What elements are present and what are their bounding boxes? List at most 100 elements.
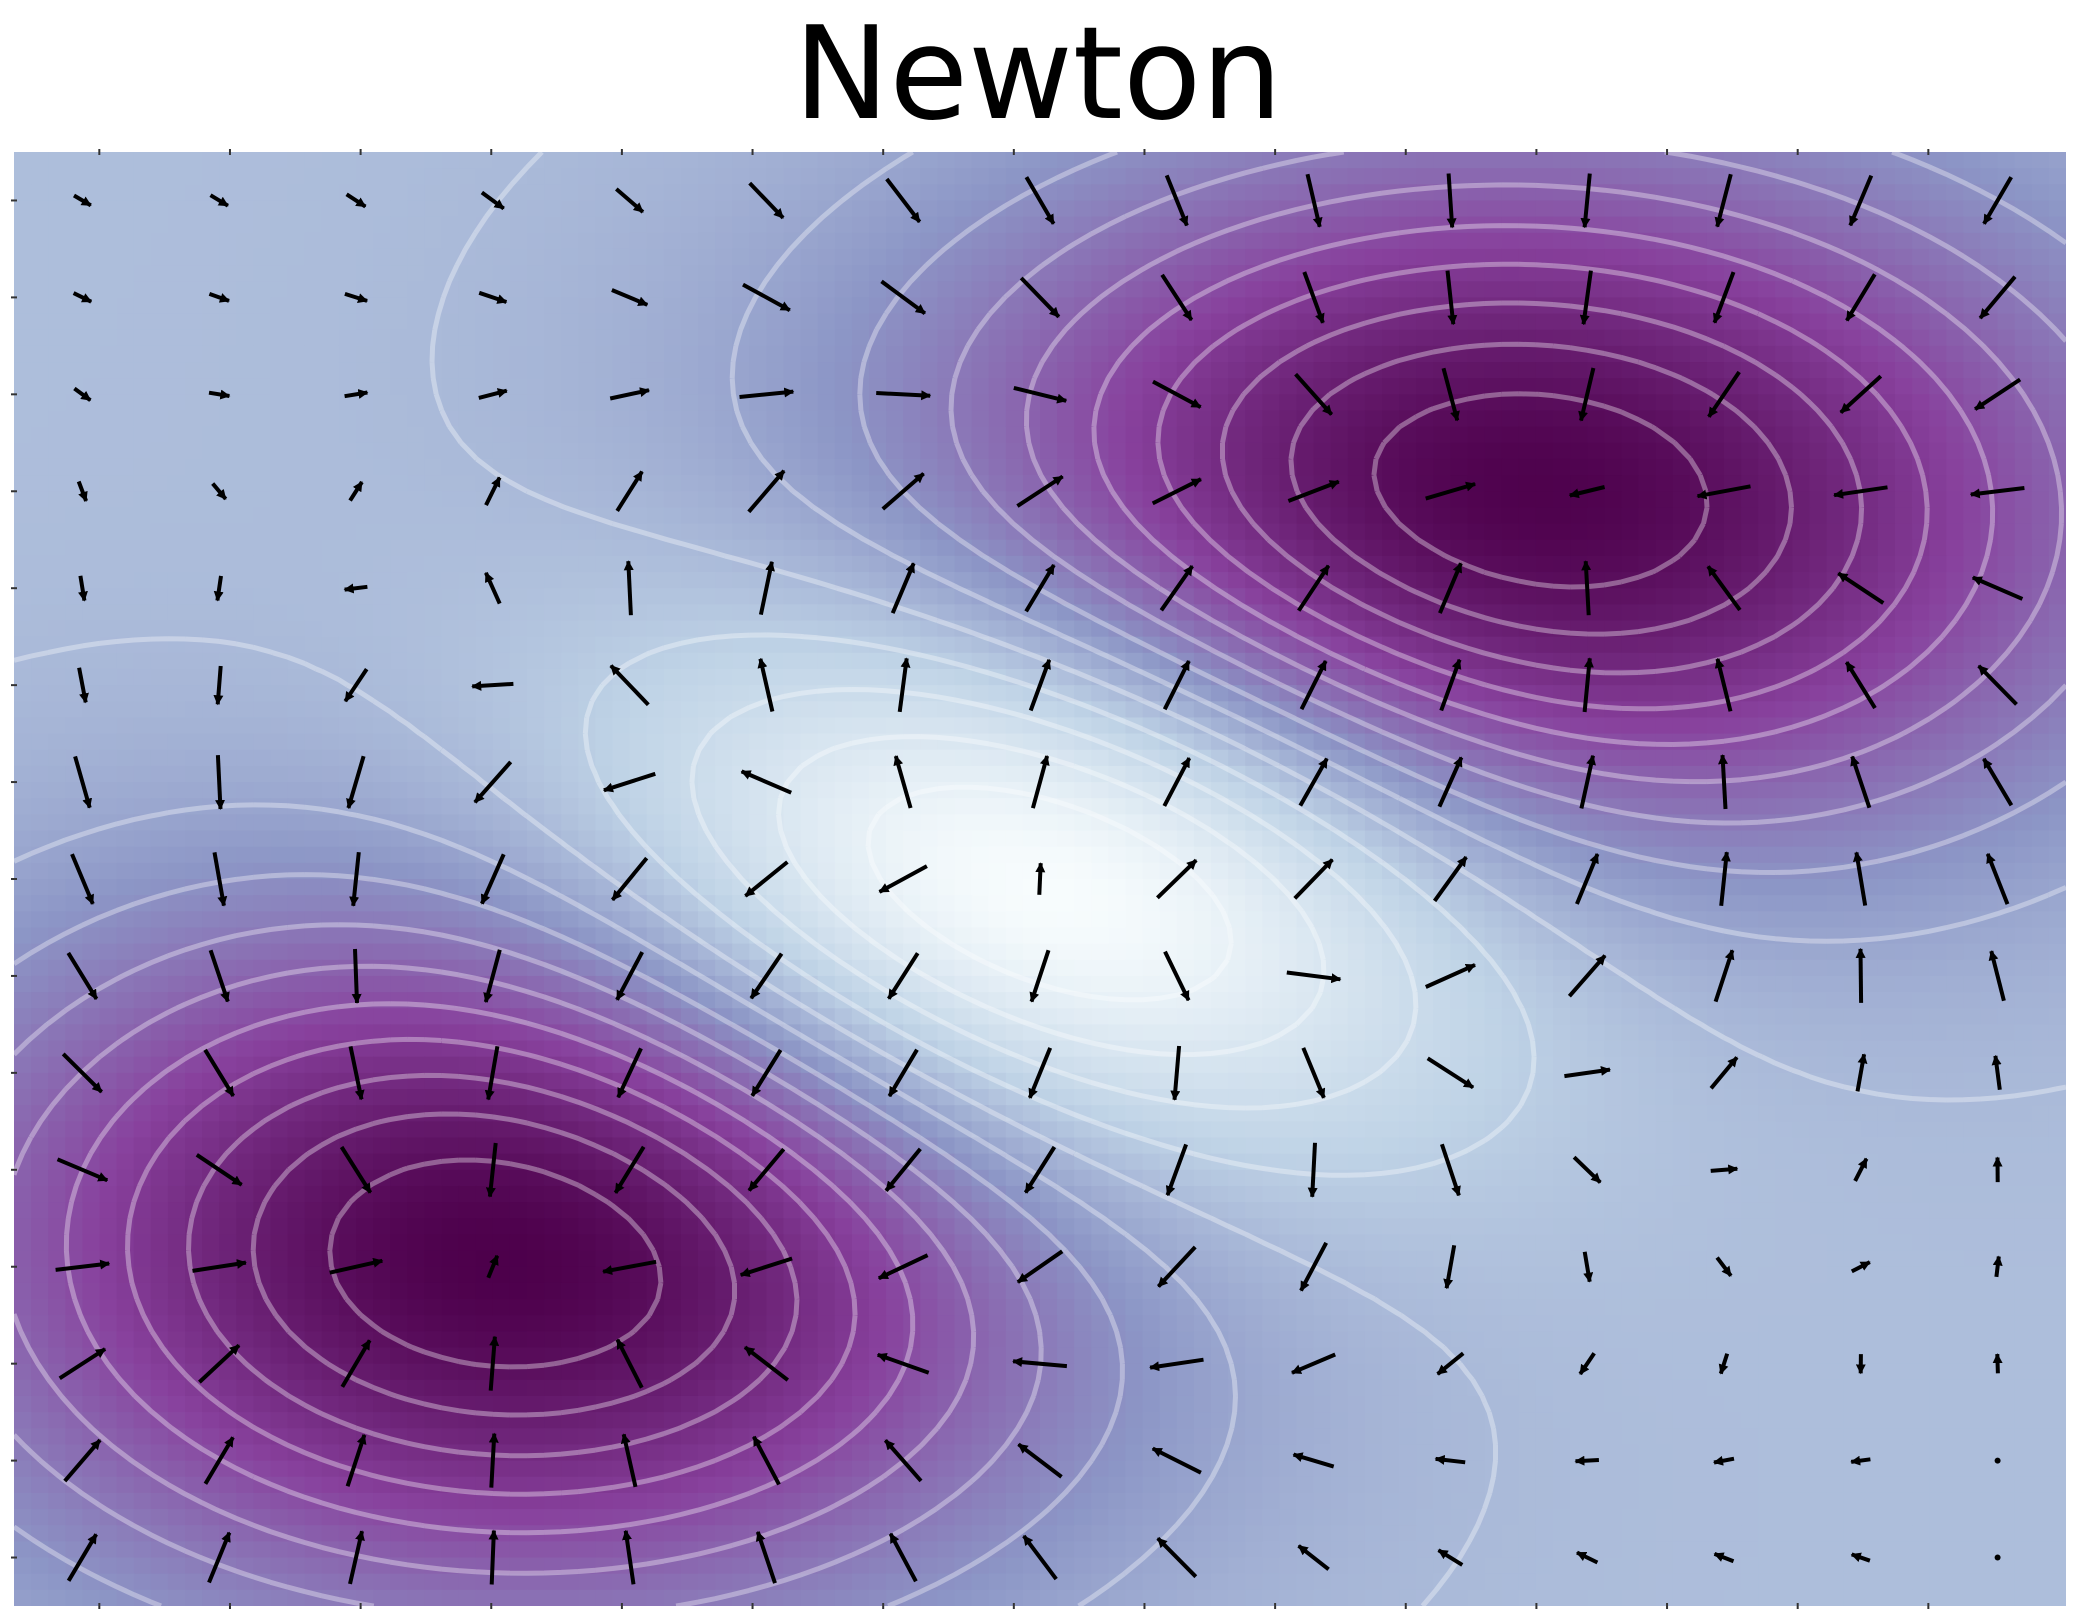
heatmap-cell <box>1860 152 1879 169</box>
heatmap-cell <box>116 636 135 654</box>
heatmap-cell <box>629 345 648 363</box>
heatmap-cell <box>185 555 203 573</box>
heatmap-cell <box>1091 168 1110 186</box>
heatmap-cell <box>65 539 84 557</box>
heatmap-cell <box>1535 394 1554 412</box>
heatmap-cell <box>1655 572 1674 589</box>
heatmap-cell <box>1672 216 1691 234</box>
heatmap-cell <box>1895 636 1913 654</box>
heatmap-cell <box>14 572 32 589</box>
heatmap-cell <box>527 701 545 719</box>
heatmap-cell <box>698 652 716 670</box>
heatmap-cell <box>1142 475 1161 493</box>
heatmap-cell <box>1057 588 1075 606</box>
heatmap-cell <box>698 636 716 654</box>
heatmap-cell <box>937 394 956 412</box>
heatmap-cell <box>646 184 665 202</box>
heatmap-cell <box>373 184 391 202</box>
heatmap-cell <box>270 329 289 347</box>
heatmap-cell <box>800 523 819 541</box>
heatmap-cell <box>48 733 67 751</box>
heatmap-cell <box>1604 362 1623 379</box>
heatmap-cell <box>458 265 477 283</box>
heatmap-cell <box>1382 152 1400 169</box>
heatmap-cell <box>424 362 443 379</box>
heatmap-cell <box>287 507 306 525</box>
heatmap-cell <box>1912 216 1930 234</box>
heatmap-cell <box>82 232 101 250</box>
heatmap-cell <box>1433 636 1452 654</box>
heatmap-cell <box>869 668 887 686</box>
heatmap-cell <box>441 248 460 266</box>
heatmap-cell <box>1895 523 1913 541</box>
heatmap-cell <box>1912 313 1930 331</box>
heatmap-cell <box>1604 749 1623 767</box>
heatmap-cell <box>732 297 751 315</box>
heatmap-cell <box>321 265 340 283</box>
heatmap-cell <box>1997 604 2016 622</box>
heatmap-cell <box>732 798 751 816</box>
heatmap-cell <box>424 555 443 573</box>
heatmap-cell <box>1399 685 1417 703</box>
heatmap-cell <box>1604 168 1623 186</box>
heatmap-cell <box>646 685 665 703</box>
heatmap-cell <box>1330 442 1349 460</box>
heatmap-cell <box>1843 782 1862 800</box>
heatmap-cell <box>1501 717 1520 735</box>
heatmap-cell <box>1518 362 1537 379</box>
heatmap-cell <box>954 523 973 541</box>
heatmap-cell <box>1860 313 1879 331</box>
heatmap-cell <box>1775 588 1794 606</box>
heatmap-cell <box>1022 345 1041 363</box>
heatmap-cell <box>1074 620 1093 638</box>
heatmap-cell <box>1108 248 1127 266</box>
heatmap-cell <box>766 281 785 299</box>
heatmap-cell <box>1689 184 1708 202</box>
heatmap-cell <box>1689 345 1708 363</box>
heatmap-cell <box>1997 507 2016 525</box>
heatmap-cell <box>903 329 922 347</box>
heatmap-cell <box>338 394 357 412</box>
heatmap-cell <box>527 378 545 396</box>
heatmap-cell <box>1228 168 1246 186</box>
heatmap-cell <box>578 184 597 202</box>
heatmap-cell <box>1108 281 1127 299</box>
heatmap-cell <box>1946 232 1965 250</box>
heatmap-cell <box>338 523 357 541</box>
heatmap-cell <box>270 394 289 412</box>
heatmap-cell <box>1416 523 1435 541</box>
heatmap-cell <box>1279 248 1298 266</box>
heatmap-cell <box>869 410 887 428</box>
heatmap-cell <box>1484 652 1503 670</box>
heatmap-cell <box>851 216 870 234</box>
heatmap-cell <box>971 313 990 331</box>
heatmap-cell <box>851 265 870 283</box>
heatmap-cell <box>1433 168 1452 186</box>
heatmap-cell <box>492 620 511 638</box>
heatmap-cell <box>1724 216 1742 234</box>
heatmap-cell <box>1399 426 1417 444</box>
heatmap-cell <box>1382 394 1400 412</box>
heatmap-cell <box>869 701 887 719</box>
heatmap-cell <box>2031 345 2050 363</box>
heatmap-cell <box>441 362 460 379</box>
heatmap-cell <box>14 458 32 476</box>
heatmap-cell <box>1792 620 1811 638</box>
heatmap-cell <box>1980 636 1999 654</box>
heatmap-cell <box>1689 798 1708 816</box>
heatmap-cell <box>817 297 836 315</box>
heatmap-cell <box>1450 798 1469 816</box>
heatmap-cell <box>236 458 255 476</box>
heatmap-cell <box>1125 652 1144 670</box>
heatmap-cell <box>817 765 836 783</box>
heatmap-cell <box>390 475 409 493</box>
heatmap-cell <box>834 668 853 686</box>
heatmap-cell <box>116 248 135 266</box>
heatmap-cell <box>236 232 255 250</box>
heatmap-cell <box>1091 378 1110 396</box>
heatmap-cell <box>1792 378 1811 396</box>
heatmap-cell <box>167 652 186 670</box>
heatmap-cell <box>424 378 443 396</box>
heatmap-cell <box>1963 733 1982 751</box>
heatmap-cell <box>2031 200 2050 218</box>
